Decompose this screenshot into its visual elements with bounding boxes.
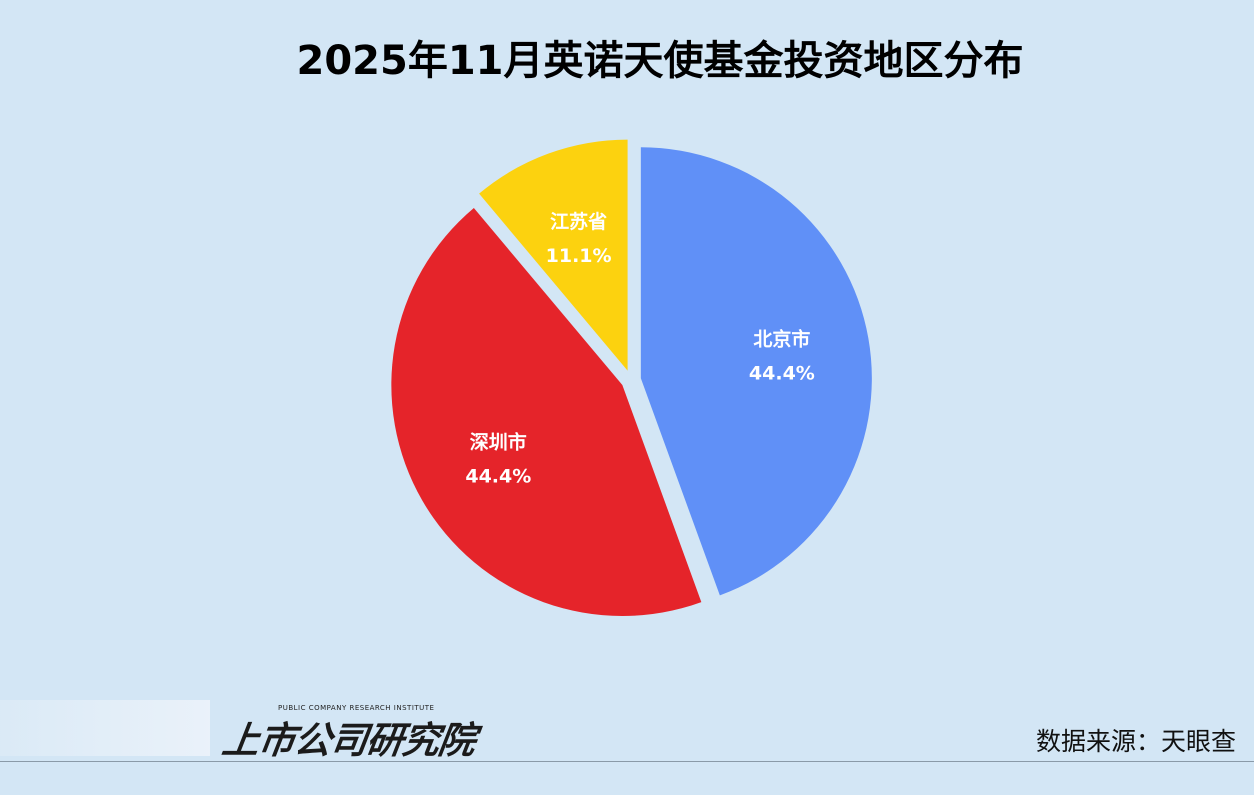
slice-category-label-jiangsu: 江苏省 bbox=[550, 210, 607, 233]
pie-slice-shenzhen bbox=[391, 208, 702, 616]
logo-text: 上市公司研究院 bbox=[219, 719, 478, 762]
slice-value-label-shenzhen: 44.4% bbox=[465, 466, 531, 488]
pie-chart: 北京市 44.4% 深圳市 44.4% 江苏省 11.1% bbox=[391, 139, 872, 616]
pie-slice-beijing bbox=[640, 147, 872, 596]
slice-category-label-beijing: 北京市 bbox=[753, 327, 810, 350]
footer-band bbox=[0, 700, 210, 756]
chart-title: 2025年11月英诺天使基金投资地区分布 bbox=[296, 38, 1024, 84]
slice-category-label-shenzhen: 深圳市 bbox=[470, 431, 527, 454]
slice-value-label-jiangsu: 11.1% bbox=[546, 245, 612, 267]
slice-value-label-beijing: 44.4% bbox=[749, 362, 815, 384]
logo-tagline: PUBLIC COMPANY RESEARCH INSTITUTE bbox=[278, 704, 435, 712]
data-source: 数据来源：天眼查 bbox=[1035, 727, 1236, 756]
pie-slice-jiangsu bbox=[479, 139, 628, 371]
bottom-divider bbox=[0, 761, 1254, 762]
